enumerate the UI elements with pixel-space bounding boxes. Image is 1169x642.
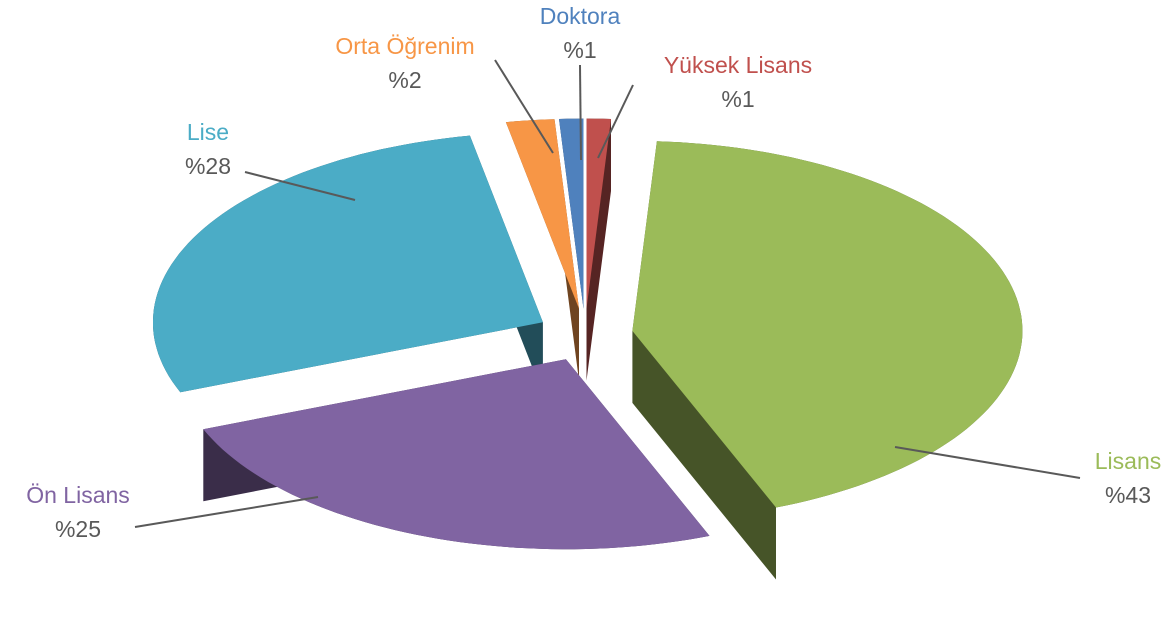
- slice: [586, 118, 611, 381]
- leader-line: [244, 171, 356, 201]
- category-label: Yüksek Lisans: [664, 52, 812, 78]
- value-label: %28: [185, 153, 231, 179]
- slice-top: [203, 359, 710, 550]
- category-label: Lise: [187, 119, 229, 145]
- leader-line: [134, 496, 319, 528]
- leader-line: [579, 64, 582, 161]
- slice: [153, 135, 543, 465]
- slice-top: [632, 141, 1023, 508]
- category-label: Ön Lisans: [26, 482, 130, 508]
- slice: [559, 118, 584, 381]
- slice: [505, 119, 579, 381]
- category-label: Orta Öğrenim: [335, 33, 474, 59]
- leader-line: [597, 84, 634, 159]
- value-label: %1: [721, 86, 754, 112]
- value-label: %25: [55, 516, 101, 542]
- slice: [632, 141, 1023, 580]
- slice: [203, 359, 710, 622]
- value-label: %2: [388, 67, 421, 93]
- slice-top: [586, 118, 611, 309]
- leader-line: [494, 59, 554, 154]
- slice-top: [559, 118, 584, 309]
- category-label: Lisans: [1095, 448, 1161, 474]
- value-label: %1: [563, 37, 596, 63]
- slice-top: [505, 119, 579, 309]
- category-label: Doktora: [540, 3, 621, 29]
- leader-line: [894, 446, 1081, 479]
- slice-top: [153, 135, 543, 393]
- value-label: %43: [1105, 482, 1151, 508]
